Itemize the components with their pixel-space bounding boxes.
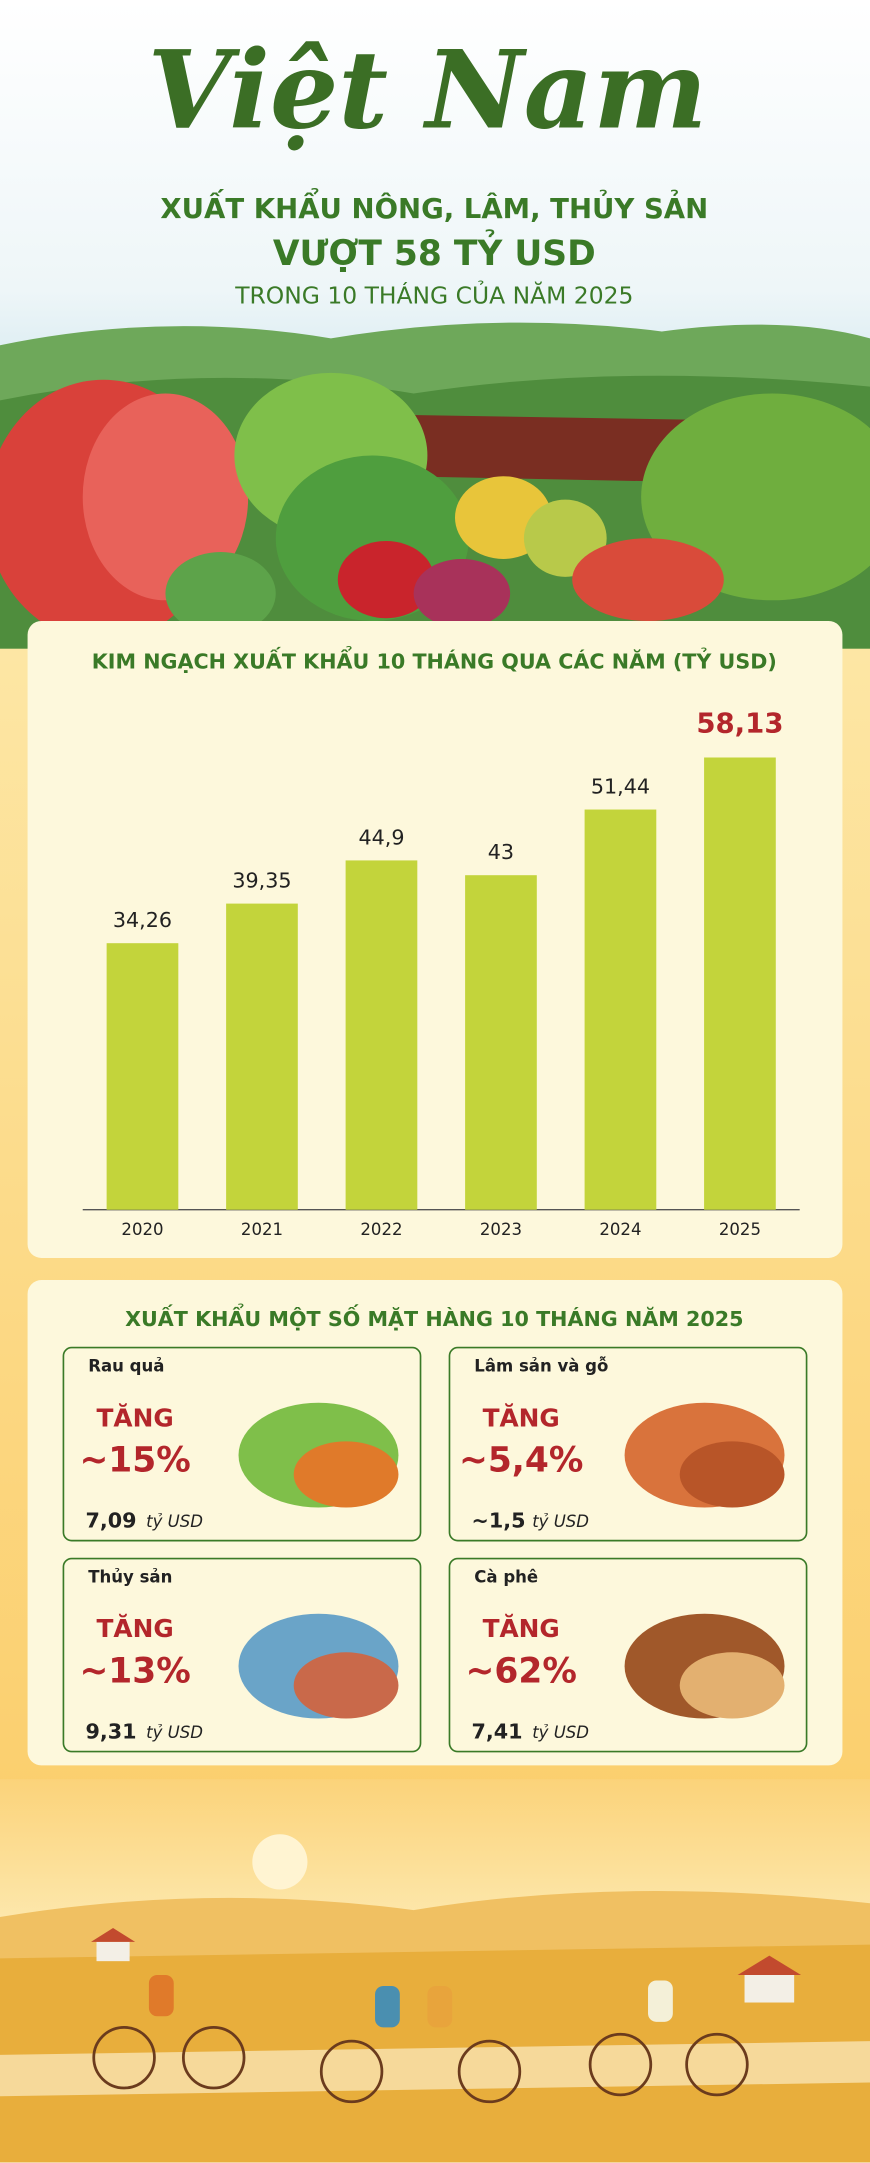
product-unit: tỷ USD: [146, 1512, 203, 1531]
product-change: ~62%: [466, 1651, 577, 1691]
subtitle: TRONG 10 THÁNG CỦA NĂM 2025: [234, 280, 633, 309]
product-trend: TĂNG: [483, 1613, 560, 1643]
product-value: 7,41: [472, 1719, 523, 1743]
x-tick-label: 2023: [480, 1220, 522, 1239]
product-unit: tỷ USD: [532, 1723, 589, 1742]
products-title: XUẤT KHẨU MỘT SỐ MẶT HÀNG 10 THÁNG NĂM 2…: [125, 1303, 743, 1331]
x-tick-label: 2021: [241, 1220, 283, 1239]
product-illustration: [293, 1441, 399, 1508]
vegetable-illustration: [0, 322, 870, 649]
bar: [106, 943, 179, 1210]
main-title: Việt Nam: [148, 27, 708, 153]
bar: [345, 860, 418, 1210]
product-unit: tỷ USD: [532, 1512, 589, 1531]
product-illustration: [679, 1441, 785, 1508]
bar: [704, 757, 776, 1210]
value-label: 43: [488, 840, 514, 864]
bar: [465, 875, 537, 1210]
countryside-illustration: [0, 1834, 870, 2163]
product-change: ~13%: [79, 1651, 190, 1691]
bar: [584, 809, 657, 1210]
product-value: 9,31: [85, 1719, 136, 1743]
product-name: Cà phê: [474, 1567, 538, 1586]
x-tick-label: 2020: [121, 1220, 163, 1239]
product-name: Rau quả: [88, 1356, 164, 1375]
product-value: ~1,5: [472, 1508, 526, 1532]
products: Rau quả TĂNG ~15% 7,09 tỷ USD Lâm sản và gỗ TĂ…: [62, 1346, 808, 1753]
subtitle: VƯỢT 58 TỶ USD: [273, 230, 596, 274]
product-trend: TĂNG: [97, 1613, 174, 1643]
product-trend: TĂNG: [97, 1402, 174, 1432]
value-label: 51,44: [591, 774, 650, 798]
product-illustration: [293, 1652, 399, 1719]
product-change: ~15%: [79, 1441, 190, 1481]
value-label: 34,26: [113, 908, 172, 932]
value-label: 39,35: [232, 869, 291, 893]
chart-title: KIM NGẠCH XUẤT KHẨU 10 THÁNG QUA CÁC NĂM…: [92, 645, 777, 673]
subtitle: XUẤT KHẨU NÔNG, LÂM, THỦY SẢN: [160, 186, 708, 225]
product-trend: TĂNG: [483, 1402, 560, 1432]
product-illustration: [679, 1652, 785, 1719]
value-label: 44,9: [358, 825, 404, 849]
product-name: Thủy sản: [88, 1567, 172, 1586]
x-tick-label: 2024: [599, 1220, 641, 1239]
product-name: Lâm sản và gỗ: [474, 1356, 608, 1375]
bar: [226, 903, 298, 1210]
chart: 2020 34,26 2021 39,35 2022 44,9 2023 43 2024 51,4…: [106, 706, 784, 1239]
x-tick-label: 2022: [360, 1220, 402, 1239]
x-tick-label: 2025: [719, 1220, 761, 1239]
product-value: 7,09: [85, 1508, 136, 1532]
value-label: 58,13: [696, 706, 783, 739]
product-unit: tỷ USD: [146, 1723, 203, 1742]
product-change: ~5,4%: [459, 1441, 583, 1481]
